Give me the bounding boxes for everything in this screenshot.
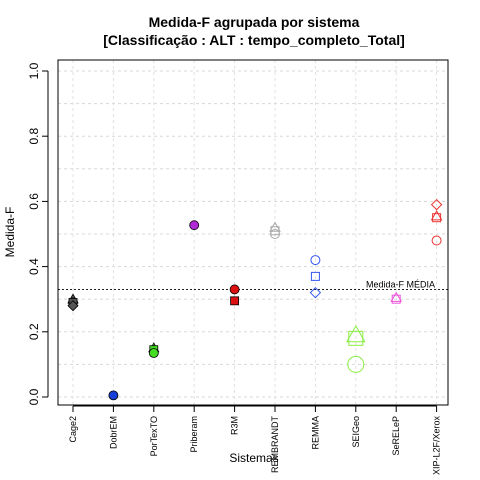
y-tick-label: 0.8 <box>27 128 41 145</box>
chart-subtitle: [Classificação : ALT : tempo_completo_To… <box>103 32 405 48</box>
y-tick-label: 0.6 <box>27 193 41 210</box>
data-point-triangle <box>390 291 403 302</box>
x-tick-label: SEIGeo <box>351 416 361 448</box>
data-point-circle <box>270 229 280 239</box>
data-point-circle <box>347 355 365 373</box>
data-points <box>67 198 443 401</box>
data-point-square <box>391 294 401 304</box>
x-tick-label: XIP-L2F/Xerox <box>432 416 442 476</box>
data-point-triangle <box>345 325 366 343</box>
data-point-circle <box>189 220 200 231</box>
y-tick-label: 0.4 <box>27 258 41 275</box>
data-point-circle <box>229 284 240 295</box>
x-axis-label: Sistemas <box>229 451 278 465</box>
x-tick-label: DobrEM <box>108 416 118 449</box>
chart-title: Medida-F agrupada por sistema <box>149 14 360 30</box>
data-point-circle <box>108 390 119 401</box>
y-tick-label: 0.0 <box>27 388 41 405</box>
x-tick-label: Priberam <box>189 416 199 453</box>
reference-line-group: Medida-F MÉDIA <box>58 279 448 290</box>
x-tick-label: REMBRANDT <box>270 416 280 474</box>
x-tick-label: R3M <box>230 416 240 435</box>
x-tick-label: Cage2 <box>68 416 78 443</box>
y-axis: 0.0 0.2 0.4 0.6 0.8 1.0 <box>27 62 49 405</box>
data-point-diamond <box>67 300 79 312</box>
plot-frame <box>57 59 449 406</box>
x-axis: Cage2 DobrEM PorTexTO Priberam R3M REMBRANDT R… <box>68 405 442 476</box>
data-point-square <box>270 226 280 236</box>
data-point-square <box>230 296 240 306</box>
data-point-square <box>348 330 364 346</box>
data-point-circle <box>148 348 159 358</box>
data-point-diamond <box>430 198 443 211</box>
x-tick-label: REMMA <box>310 416 320 450</box>
data-point-circle <box>310 255 321 266</box>
reference-line-label: Medida-F MÉDIA <box>366 279 435 289</box>
y-tick-label: 1.0 <box>27 62 41 79</box>
y-axis-label: Medida-F <box>3 207 17 258</box>
data-point-circle <box>431 235 442 246</box>
data-point-diamond <box>309 286 322 299</box>
data-point-square <box>310 271 320 281</box>
x-tick-label: PorTexTO <box>149 416 159 456</box>
data-point-triangle <box>430 210 443 221</box>
x-tick-label: SeRELeP <box>391 416 401 456</box>
data-point-square <box>432 213 442 223</box>
grid-lines <box>58 60 448 405</box>
y-tick-label: 0.2 <box>27 323 41 340</box>
